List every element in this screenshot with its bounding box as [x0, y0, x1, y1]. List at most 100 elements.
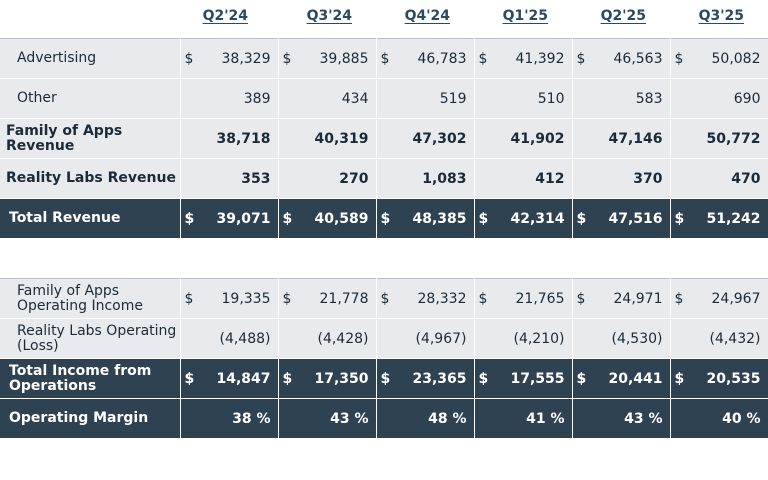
table-cell: $41,392 — [474, 38, 573, 79]
cell-value: 21,778 — [319, 290, 369, 307]
table-cell: $17,350 — [278, 358, 377, 399]
table-cell: $28,332 — [376, 278, 475, 319]
table-cell: $20,441 — [572, 358, 671, 399]
table-cell: $19,335 — [180, 278, 279, 319]
cell-value: 42,314 — [510, 210, 565, 227]
cell-value: 38 % — [232, 410, 271, 427]
cell-value: 47,516 — [608, 210, 663, 227]
column-header: Q2'25 — [600, 8, 646, 24]
column-headers: Q2'24 Q3'24 Q4'24 Q1'25 Q2'25 Q3'25 — [180, 8, 768, 30]
cell-value: 21,765 — [515, 290, 565, 307]
row-label: Advertising — [0, 38, 181, 79]
currency-symbol: $ — [380, 210, 391, 227]
cell-value: 353 — [241, 170, 271, 187]
cell-value: 470 — [731, 170, 761, 187]
table-cell: 389 — [180, 78, 279, 119]
cell-value: (4,428) — [317, 330, 369, 347]
cell-value: (4,210) — [513, 330, 565, 347]
table-cell: 519 — [376, 78, 475, 119]
table-cell: (4,210) — [474, 318, 573, 359]
currency-symbol: $ — [478, 370, 489, 387]
cell-value: 510 — [537, 90, 565, 107]
cell-value: (4,530) — [611, 330, 663, 347]
table-cell: 690 — [670, 78, 768, 119]
table-cell: $47,516 — [572, 198, 671, 239]
table-cell: 270 — [278, 158, 377, 199]
table-cell: 47,302 — [376, 118, 475, 159]
cell-value: 50,082 — [711, 50, 761, 67]
table-cell: $40,589 — [278, 198, 377, 239]
revenue-table: Advertising $38,329 $39,885 $46,783 $41,392 $… — [0, 38, 768, 239]
row-label: Reality Labs Operating (Loss) — [0, 318, 181, 359]
table-cell: $17,555 — [474, 358, 573, 399]
table-cell: $24,971 — [572, 278, 671, 319]
cell-value: 14,847 — [216, 370, 271, 387]
table-cell: $20,535 — [670, 358, 768, 399]
cell-value: 690 — [733, 90, 761, 107]
column-header: Q4'24 — [404, 8, 450, 24]
table-cell: 40,319 — [278, 118, 377, 159]
table-row: Total Income from Operations $14,847 $17,3… — [0, 358, 768, 399]
cell-value: 19,335 — [221, 290, 271, 307]
table-row: Total Revenue $39,071 $40,589 $48,385 $42,31… — [0, 198, 768, 239]
cell-value: 40 % — [722, 410, 761, 427]
table-cell: $39,071 — [180, 198, 279, 239]
cell-value: 46,563 — [613, 50, 663, 67]
column-header: Q2'24 — [202, 8, 248, 24]
table-cell: $39,885 — [278, 38, 377, 79]
table-cell: $14,847 — [180, 358, 279, 399]
table-cell: 583 — [572, 78, 671, 119]
column-header: Q3'24 — [306, 8, 352, 24]
table-row: Advertising $38,329 $39,885 $46,783 $41,392 $… — [0, 38, 768, 79]
table-row: Reality Labs Operating (Loss) (4,488) (4,4… — [0, 318, 768, 359]
row-label: Reality Labs Revenue — [0, 158, 181, 199]
cell-value: 48 % — [428, 410, 467, 427]
cell-value: 38,718 — [216, 130, 271, 147]
currency-symbol: $ — [576, 50, 586, 67]
table-cell: $21,778 — [278, 278, 377, 319]
cell-value: 583 — [635, 90, 663, 107]
currency-symbol: $ — [282, 210, 293, 227]
currency-symbol: $ — [380, 290, 390, 307]
table-cell: (4,530) — [572, 318, 671, 359]
currency-symbol: $ — [380, 370, 391, 387]
cell-value: 41,902 — [510, 130, 565, 147]
table-cell: 41 % — [474, 398, 573, 439]
cell-value: 38,329 — [221, 50, 271, 67]
cell-value: 270 — [339, 170, 369, 187]
table-row: Other 389 434 519 510 583 690 — [0, 78, 768, 119]
cell-value: 412 — [535, 170, 565, 187]
cell-value: 48,385 — [412, 210, 467, 227]
table-cell: 38,718 — [180, 118, 279, 159]
table-cell: 353 — [180, 158, 279, 199]
cell-value: (4,967) — [415, 330, 467, 347]
table-cell: 510 — [474, 78, 573, 119]
column-header: Q3'25 — [698, 8, 744, 24]
table-cell: $21,765 — [474, 278, 573, 319]
cell-value: 43 % — [624, 410, 663, 427]
currency-symbol: $ — [478, 290, 488, 307]
table-cell: $23,365 — [376, 358, 475, 399]
table-cell: 412 — [474, 158, 573, 199]
table-cell: $38,329 — [180, 38, 279, 79]
table-cell: $42,314 — [474, 198, 573, 239]
cell-value: 46,783 — [417, 50, 467, 67]
table-row: Family of Apps Operating Income $19,335 $2… — [0, 278, 768, 319]
cell-value: 39,071 — [216, 210, 271, 227]
table-cell: 43 % — [278, 398, 377, 439]
table-cell: 50,772 — [670, 118, 768, 159]
currency-symbol: $ — [674, 290, 684, 307]
table-cell: 1,083 — [376, 158, 475, 199]
row-label: Other — [0, 78, 181, 119]
row-label: Family of Apps Revenue — [0, 118, 181, 159]
table-cell: $46,783 — [376, 38, 475, 79]
table-row: Reality Labs Revenue 353 270 1,083 412 370 470 — [0, 158, 768, 199]
currency-symbol: $ — [282, 50, 292, 67]
cell-value: 41 % — [526, 410, 565, 427]
cell-value: 41,392 — [515, 50, 565, 67]
operating-income-table: Family of Apps Operating Income $19,335 $2… — [0, 278, 768, 439]
row-label: Total Income from Operations — [0, 358, 181, 399]
cell-value: 389 — [243, 90, 271, 107]
cell-value: 23,365 — [412, 370, 467, 387]
currency-symbol: $ — [674, 50, 684, 67]
